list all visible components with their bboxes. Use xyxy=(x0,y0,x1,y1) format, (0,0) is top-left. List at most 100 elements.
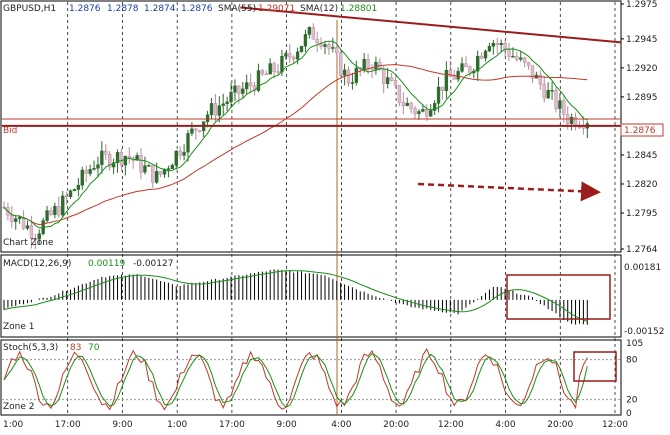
macd-value-main: 0.00119 xyxy=(88,259,125,269)
candle-body xyxy=(464,63,468,67)
candle-body xyxy=(104,150,108,155)
candle-body xyxy=(288,53,292,58)
candle-body xyxy=(186,133,190,153)
candle-body xyxy=(45,210,49,221)
candle-body xyxy=(96,164,100,169)
candle-body xyxy=(432,103,437,111)
candle-body xyxy=(546,90,550,99)
candle-body xyxy=(515,56,519,60)
candle-body xyxy=(158,171,163,175)
candle-body xyxy=(213,103,218,116)
candle-body xyxy=(429,110,433,117)
time-label: 20:00 xyxy=(547,420,573,430)
candle-body xyxy=(382,69,386,84)
symbol-label: GBPUSD,H1 xyxy=(3,4,56,14)
candle-body xyxy=(123,156,128,166)
sma12-value: 1.28801 xyxy=(340,4,377,14)
candle-body xyxy=(436,86,441,104)
candle-body xyxy=(25,225,30,229)
candle-body xyxy=(57,206,61,216)
candle-body xyxy=(233,85,237,93)
candle-body xyxy=(276,71,280,73)
stoch-title: Stoch(5,3,3) xyxy=(3,343,58,353)
candle-body xyxy=(526,62,531,66)
candle-body xyxy=(350,82,355,84)
candle-body xyxy=(53,206,57,215)
sma55-value: 1.29071 xyxy=(258,4,295,14)
ohlc-high: 1.2878 xyxy=(107,4,139,14)
candle-body xyxy=(397,85,402,103)
candle-body xyxy=(205,114,210,122)
time-axis: 1:00 17:00 9:00 1:00 17:00 9:00 4:00 20:00 12:00… xyxy=(3,420,628,430)
time-label: 20:00 xyxy=(383,420,409,430)
ohlc-open: 1.2876 xyxy=(69,4,101,14)
candle-body xyxy=(468,66,472,74)
candle-body xyxy=(323,44,327,47)
price-tick-label: 1.2795 xyxy=(626,209,658,219)
stoch-pane-frame xyxy=(0,339,622,416)
candle-body xyxy=(272,63,276,72)
candle-body xyxy=(538,74,543,85)
price-tick-label: 1.2975 xyxy=(626,0,658,10)
stoch-tick-label: 0 xyxy=(626,409,632,419)
candle-body xyxy=(542,83,546,99)
candle-body xyxy=(327,44,331,49)
candle-body xyxy=(405,102,409,106)
candle-body xyxy=(452,75,456,80)
candle-body xyxy=(389,77,394,81)
projection-arrow xyxy=(417,181,601,202)
candle-body xyxy=(338,52,343,76)
time-label: 17:00 xyxy=(219,420,245,430)
candle-body xyxy=(49,210,53,215)
candle-body xyxy=(127,156,131,158)
candle-body xyxy=(292,56,296,60)
candle-body xyxy=(569,117,574,124)
candle-body xyxy=(225,101,229,105)
macd-pane: MACD(12,26,9) 0.00119 -0.00127 Zone 1 0.… xyxy=(3,259,664,337)
time-label: 9:00 xyxy=(112,420,132,430)
chart-zone-label: Chart Zone xyxy=(3,238,54,248)
candle-body xyxy=(499,43,503,45)
bid-label: Bid xyxy=(3,126,17,136)
candle-body xyxy=(366,59,370,69)
resistance-trendline xyxy=(240,6,622,44)
candle-body xyxy=(21,217,26,229)
time-label: 17:00 xyxy=(55,420,81,430)
macd-axis-bottom: -0.00152 xyxy=(624,327,664,337)
candle-body xyxy=(554,89,558,109)
bid-price-tag xyxy=(620,123,664,137)
candle-body xyxy=(307,27,312,35)
candle-body xyxy=(354,67,359,83)
candle-body xyxy=(421,109,425,112)
candle-body xyxy=(151,165,155,183)
price-tick-label: 1.2920 xyxy=(626,64,658,74)
candle-body xyxy=(260,70,265,75)
candle-body xyxy=(182,151,186,156)
time-label: 12:00 xyxy=(438,420,464,430)
candle-body xyxy=(335,47,339,54)
bid-price-tag-text: 1.2876 xyxy=(624,126,656,136)
stoch-tick-label: 80 xyxy=(626,356,638,366)
candle-body xyxy=(14,218,18,222)
candle-body xyxy=(37,233,41,240)
candle-body xyxy=(507,49,511,57)
candle-body xyxy=(495,42,499,45)
candle-body xyxy=(198,130,202,132)
candle-body xyxy=(550,89,554,92)
price-axis: 1.2975 1.2945 1.2920 1.2895 1.2845 1.2820 1.27… xyxy=(621,0,658,255)
candle-body xyxy=(385,77,390,84)
candle-body xyxy=(139,155,143,173)
candle-body xyxy=(115,152,120,163)
candle-body xyxy=(64,195,69,198)
candle-body xyxy=(444,69,449,92)
candle-body xyxy=(119,152,124,166)
candle-body xyxy=(76,184,81,190)
candle-body xyxy=(331,47,335,49)
macd-signal-line xyxy=(3,270,588,322)
candle-body xyxy=(303,34,308,47)
candle-body xyxy=(72,189,77,192)
candle-body xyxy=(479,55,484,59)
stoch-signal-line xyxy=(3,353,588,408)
candle-body xyxy=(284,53,288,57)
